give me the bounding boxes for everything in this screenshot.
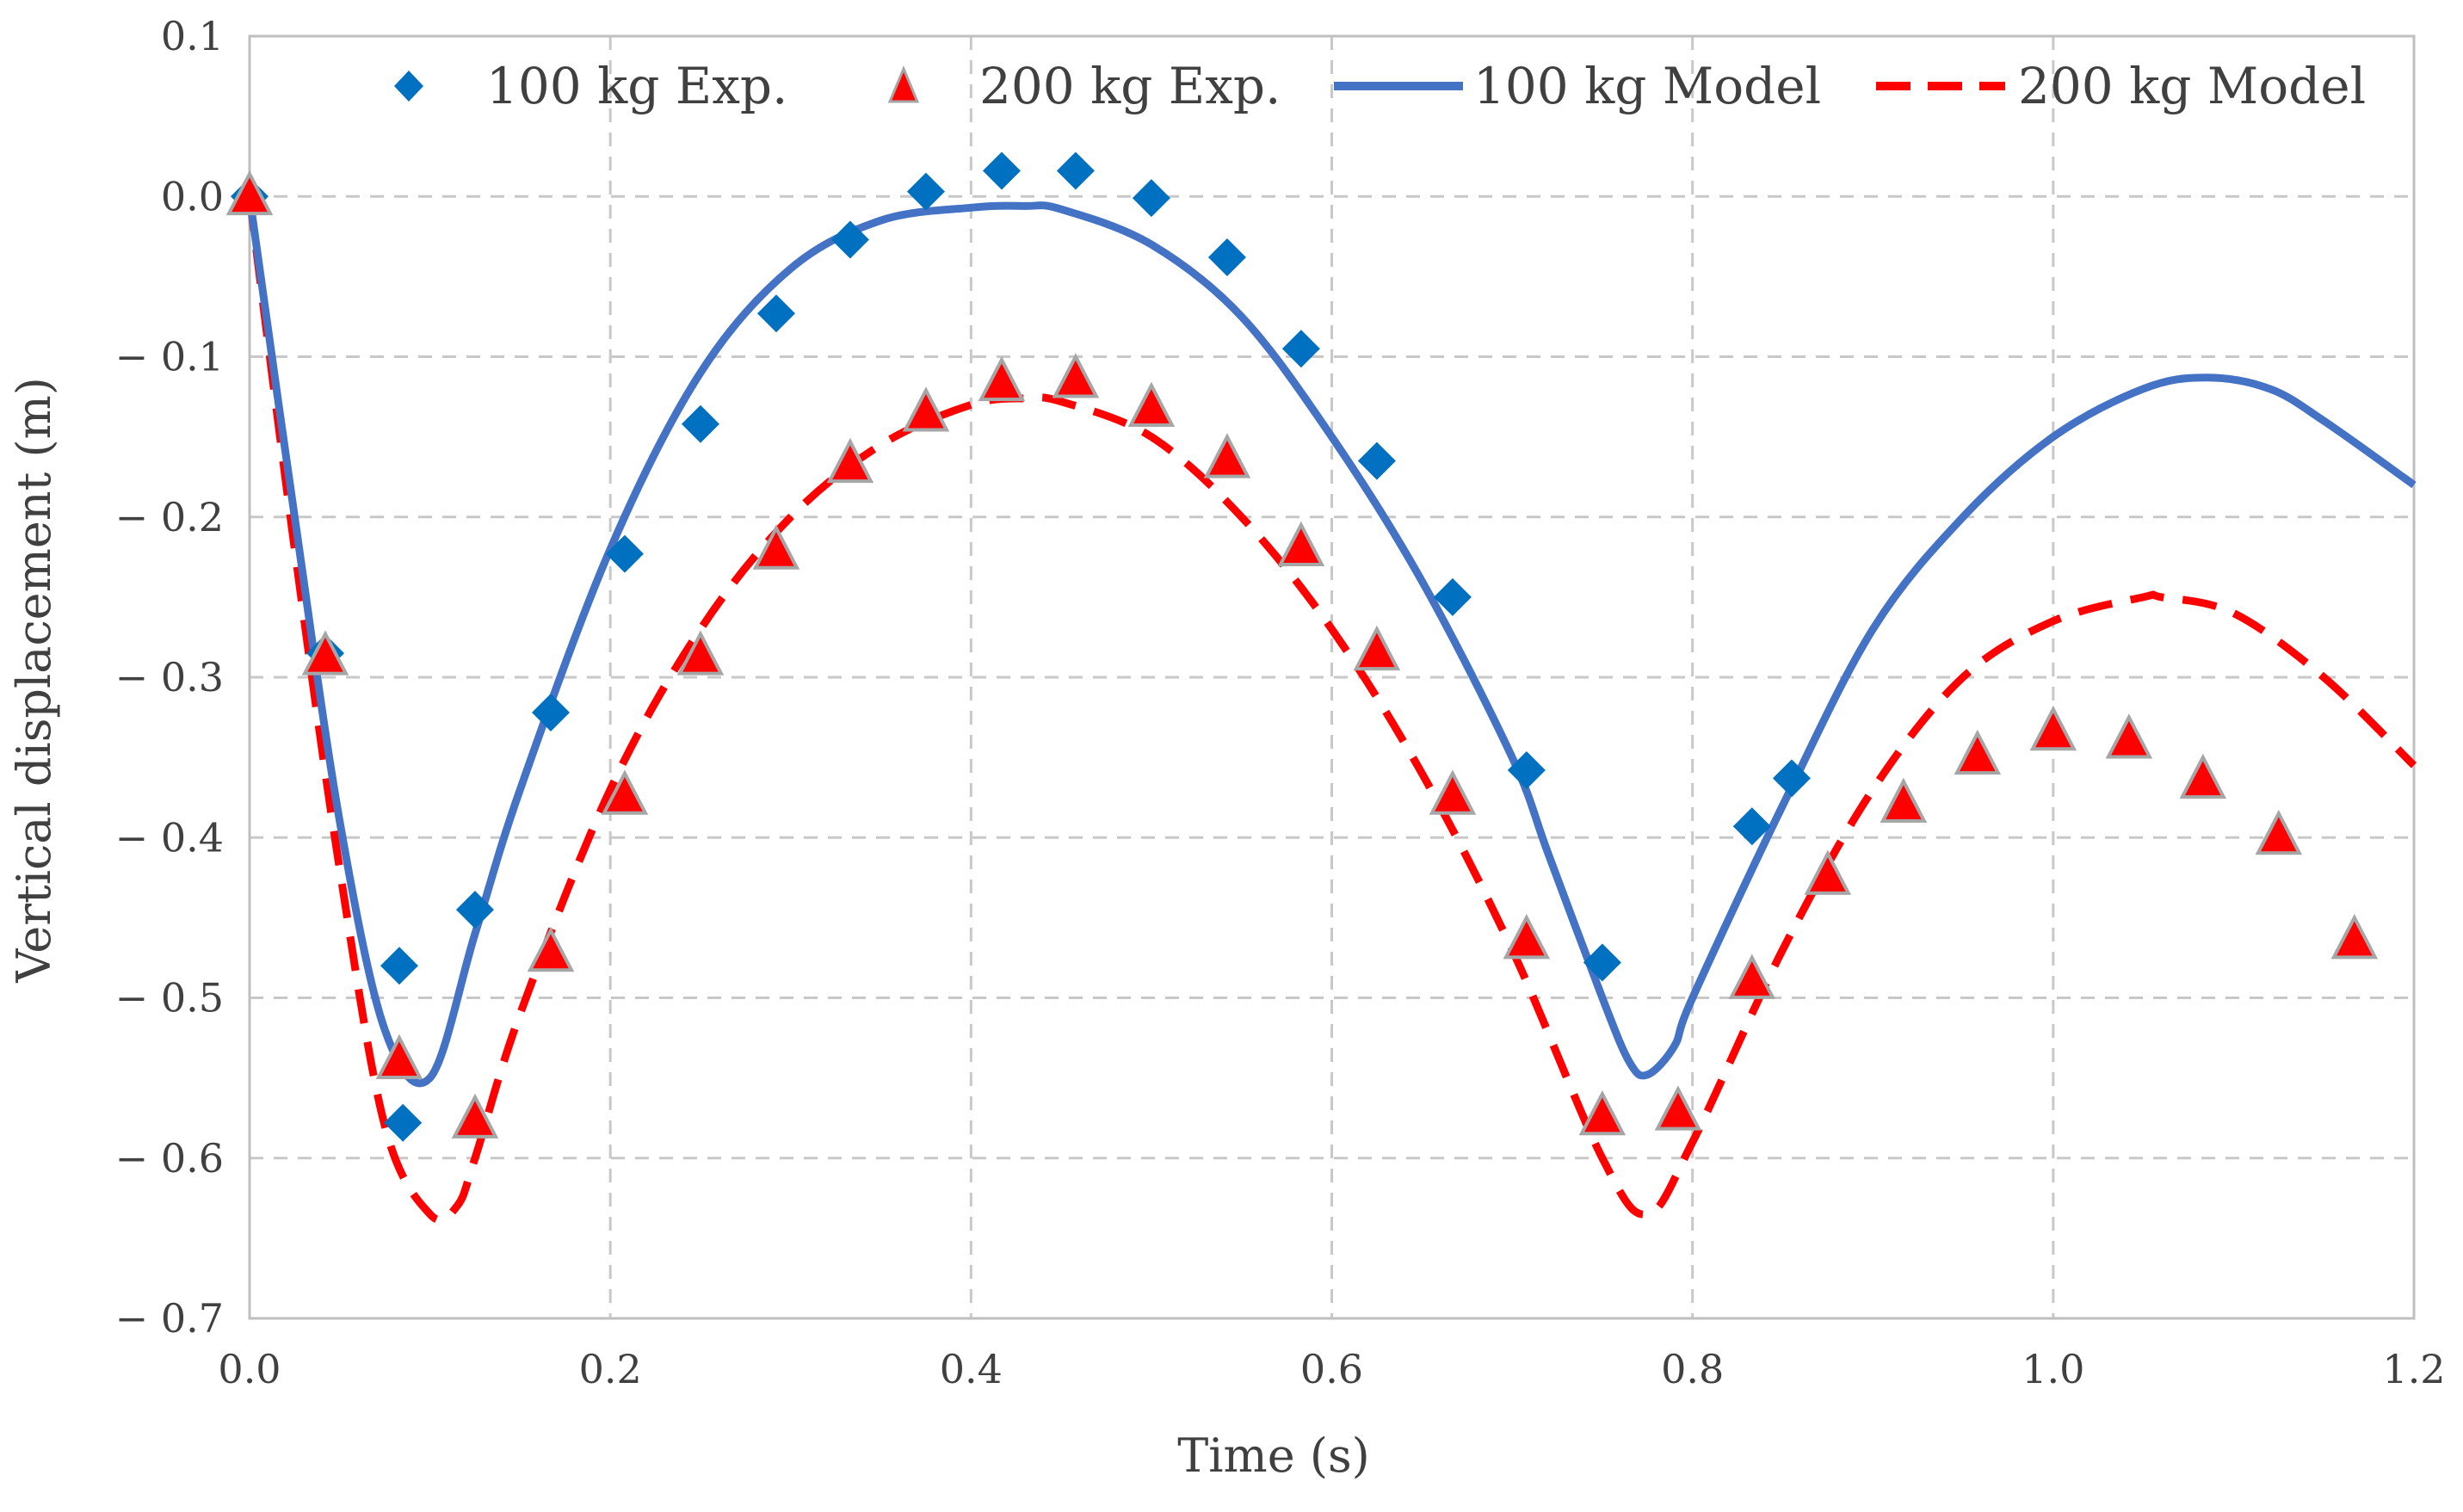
point-200kg-exp	[752, 524, 800, 570]
x-tick-label: 1.0	[2022, 1346, 2084, 1392]
point-200kg-exp	[676, 630, 725, 676]
x-tick-label: 0.4	[940, 1346, 1003, 1392]
point-200kg-exp	[826, 437, 874, 484]
y-tick-label: − 0.3	[115, 654, 224, 700]
point-100kg-exp	[1056, 151, 1095, 190]
point-100kg-exp	[1583, 943, 1621, 982]
x-tick-label: 0.0	[218, 1346, 281, 1392]
point-100kg-exp	[605, 534, 644, 573]
point-200kg-exp	[2029, 705, 2077, 751]
x-tick-label: 0.6	[1300, 1346, 1363, 1392]
y-tick-label: − 0.4	[115, 814, 224, 861]
point-100kg-exp	[1433, 577, 1472, 616]
point-100kg-exp	[1357, 441, 1396, 480]
point-200kg-exp	[2255, 809, 2303, 855]
point-200kg-exp	[1954, 729, 2002, 775]
point-200kg-exp	[301, 630, 349, 676]
point-200kg-exp	[1127, 381, 1176, 427]
model-lines	[245, 195, 2417, 1225]
point-100kg-exp	[1507, 751, 1546, 790]
point-100kg-exp	[384, 1103, 423, 1142]
point-100kg-exp	[380, 947, 418, 985]
point-100kg-exp	[455, 891, 494, 929]
y-axis-title: Vertical displacement (m)	[7, 377, 61, 984]
point-100kg-exp	[1732, 807, 1771, 846]
point-200kg-exp	[2179, 753, 2227, 799]
point-100kg-exp	[756, 294, 795, 333]
point-200kg-exp	[1353, 625, 1401, 671]
point-200kg-exp	[1578, 1089, 1627, 1136]
point-200kg-exp	[1429, 769, 1477, 815]
point-200kg-exp	[1654, 1085, 1702, 1131]
y-tick-label: − 0.7	[115, 1295, 224, 1342]
legend-entry-200kg-exp: 200 kg Exp.	[887, 57, 1281, 115]
grid	[250, 36, 2414, 1318]
point-200kg-exp	[2105, 713, 2153, 759]
point-200kg-exp	[1503, 913, 1551, 960]
legend-entry-100kg-exp: 100 kg Exp.	[394, 57, 787, 115]
point-100kg-exp	[532, 693, 571, 731]
x-axis-title: Time (s)	[1177, 1429, 1369, 1483]
legend-label-200kg-model: 200 kg Model	[2018, 57, 2366, 115]
point-200kg-exp	[1804, 849, 1852, 895]
point-100kg-exp	[1281, 330, 1320, 368]
point-200kg-exp	[527, 926, 575, 972]
experimental-markers	[225, 151, 2379, 1142]
point-100kg-exp	[906, 172, 945, 211]
point-100kg-exp	[982, 151, 1021, 190]
x-tick-label: 1.2	[2382, 1346, 2445, 1392]
plot-frame	[248, 34, 2416, 1320]
point-100kg-exp	[681, 404, 719, 443]
point-200kg-exp	[1277, 521, 1325, 566]
x-tick-label: 0.2	[579, 1346, 642, 1392]
point-200kg-exp	[451, 1093, 499, 1139]
x-tick-label: 0.8	[1661, 1346, 1724, 1392]
legend: 100 kg Exp. 200 kg Exp. 100 kg Model 200…	[394, 57, 2366, 115]
legend-entry-100kg-model: 100 kg Model	[1334, 57, 1821, 115]
legend-label-200kg-exp: 200 kg Exp.	[979, 57, 1281, 115]
y-tick-label: − 0.2	[115, 494, 224, 540]
legend-label-100kg-model: 100 kg Model	[1473, 57, 1821, 115]
point-100kg-exp	[830, 220, 869, 259]
series-200kg-model-line	[245, 195, 2417, 1225]
legend-label-100kg-exp: 100 kg Exp.	[486, 57, 787, 115]
point-200kg-exp	[2330, 913, 2379, 960]
tick-labels: 0.0 0.2 0.4 0.6 0.8 1.0 1.2 0.1 0.0 − 0.1 − 0.2 − 0…	[115, 13, 2446, 1392]
point-200kg-exp	[601, 769, 649, 815]
series-100kg-model-line	[245, 195, 2417, 1088]
point-200kg-exp	[225, 170, 274, 216]
y-tick-label: − 0.6	[115, 1135, 224, 1182]
point-200kg-exp	[1052, 353, 1100, 398]
legend-diamond-marker	[394, 71, 423, 102]
legend-triangle-marker	[887, 65, 920, 103]
y-tick-label: 0.0	[161, 173, 224, 219]
point-100kg-exp	[1132, 179, 1170, 218]
y-tick-label: 0.1	[161, 13, 224, 59]
point-200kg-exp	[1203, 433, 1251, 478]
point-200kg-exp	[902, 386, 950, 432]
point-200kg-exp	[1728, 953, 1776, 999]
y-tick-label: − 0.1	[115, 334, 224, 380]
point-100kg-exp	[1772, 759, 1811, 798]
y-tick-label: − 0.5	[115, 975, 224, 1021]
point-200kg-exp	[978, 355, 1026, 402]
point-200kg-exp	[375, 1034, 423, 1079]
legend-entry-200kg-model: 200 kg Model	[1876, 57, 2366, 115]
point-200kg-exp	[1880, 777, 1928, 823]
point-100kg-exp	[1207, 238, 1246, 277]
